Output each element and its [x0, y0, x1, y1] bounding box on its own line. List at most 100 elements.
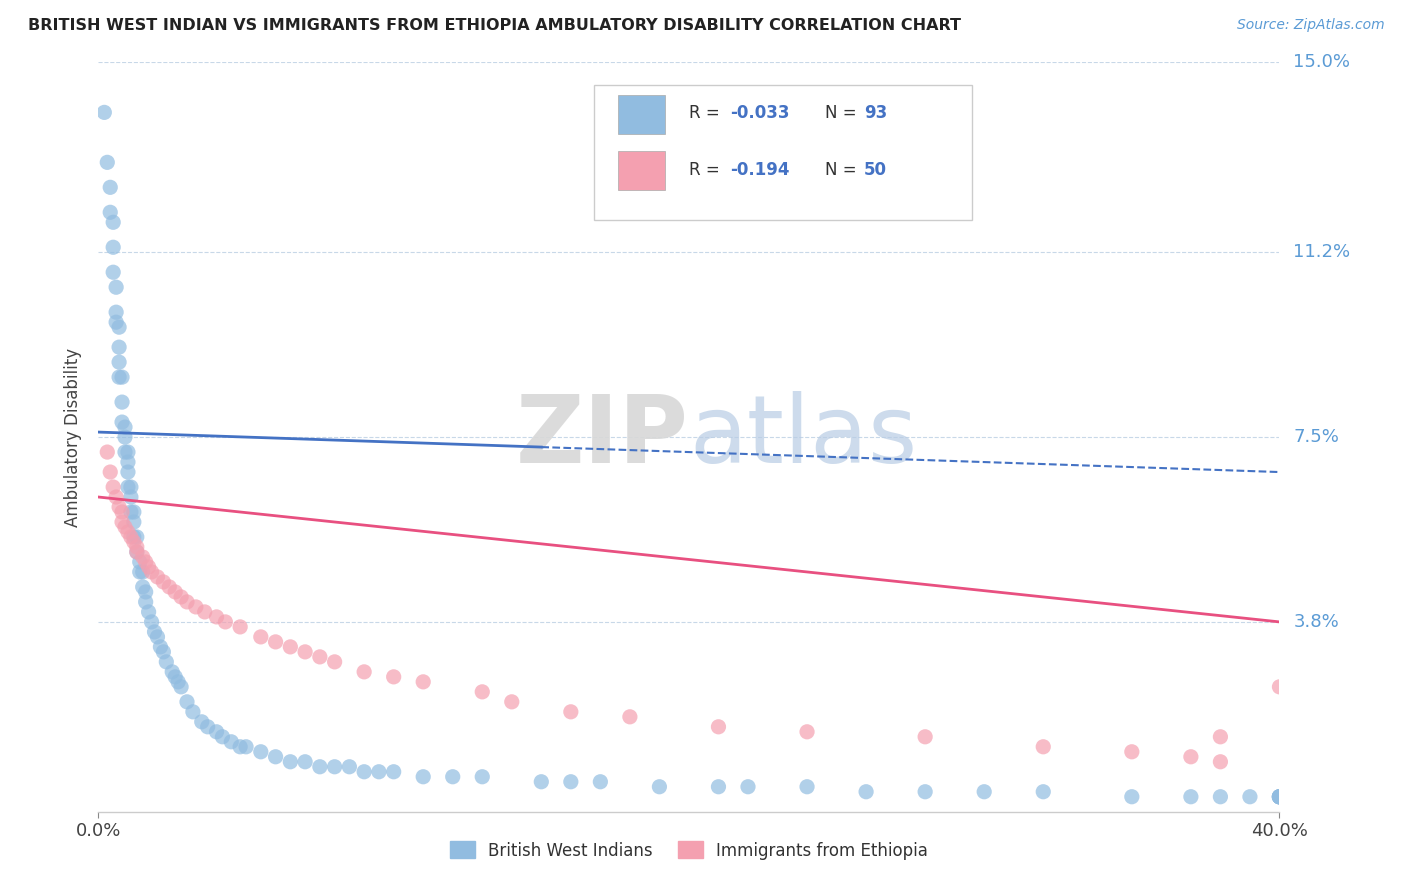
Point	[1268, 789, 1291, 804]
Point	[114, 445, 136, 459]
Point	[141, 615, 163, 629]
Point	[294, 755, 316, 769]
Point	[973, 785, 995, 799]
Point	[170, 590, 193, 604]
Point	[176, 695, 198, 709]
Text: 11.2%: 11.2%	[1294, 244, 1351, 261]
Point	[114, 430, 136, 444]
FancyBboxPatch shape	[619, 151, 665, 190]
Text: R =: R =	[689, 161, 725, 178]
Point	[648, 780, 671, 794]
Point	[105, 490, 128, 504]
Text: N =: N =	[825, 161, 862, 178]
Point	[117, 445, 139, 459]
Point	[111, 515, 134, 529]
Point	[103, 480, 125, 494]
Point	[1268, 789, 1291, 804]
Point	[122, 530, 145, 544]
Point	[149, 640, 172, 654]
Point	[412, 674, 434, 689]
Point	[152, 574, 174, 589]
Point	[1268, 789, 1291, 804]
Point	[264, 749, 287, 764]
Point	[155, 655, 177, 669]
Point	[122, 505, 145, 519]
Text: Source: ZipAtlas.com: Source: ZipAtlas.com	[1237, 18, 1385, 32]
Point	[138, 560, 160, 574]
Point	[1268, 789, 1291, 804]
Point	[98, 205, 121, 219]
Point	[93, 105, 115, 120]
Point	[214, 615, 236, 629]
Point	[914, 730, 936, 744]
Point	[589, 774, 612, 789]
Point	[914, 785, 936, 799]
Point	[146, 630, 169, 644]
Point	[117, 480, 139, 494]
Point	[125, 540, 148, 554]
Point	[132, 580, 155, 594]
Point	[197, 720, 219, 734]
Point	[122, 535, 145, 549]
Point	[108, 340, 131, 354]
Point	[167, 674, 190, 689]
Point	[135, 555, 157, 569]
Y-axis label: Ambulatory Disability: Ambulatory Disability	[65, 348, 83, 526]
Text: R =: R =	[689, 104, 725, 122]
Point	[125, 545, 148, 559]
Point	[221, 735, 243, 749]
Point	[471, 770, 494, 784]
Point	[120, 530, 142, 544]
Point	[1268, 789, 1291, 804]
Point	[1121, 789, 1143, 804]
Point	[141, 565, 163, 579]
Point	[309, 760, 332, 774]
Point	[1032, 785, 1054, 799]
Point	[98, 465, 121, 479]
Text: -0.033: -0.033	[730, 104, 790, 122]
Text: N =: N =	[825, 104, 862, 122]
Point	[501, 695, 523, 709]
Point	[96, 155, 118, 169]
Point	[117, 524, 139, 539]
Point	[796, 724, 818, 739]
Point	[250, 630, 273, 644]
Point	[1209, 730, 1232, 744]
Point	[235, 739, 257, 754]
Point	[128, 555, 150, 569]
Point	[194, 605, 217, 619]
Point	[98, 180, 121, 194]
Point	[170, 680, 193, 694]
Point	[162, 665, 183, 679]
Point	[368, 764, 391, 779]
Point	[117, 465, 139, 479]
Point	[211, 730, 233, 744]
Point	[114, 420, 136, 434]
Point	[143, 624, 166, 639]
Point	[176, 595, 198, 609]
Point	[157, 580, 180, 594]
Point	[105, 315, 128, 329]
Point	[184, 599, 207, 614]
Point	[294, 645, 316, 659]
Text: -0.194: -0.194	[730, 161, 790, 178]
Point	[323, 760, 346, 774]
Point	[1032, 739, 1054, 754]
Point	[1268, 789, 1291, 804]
Point	[619, 710, 641, 724]
Point	[250, 745, 273, 759]
Point	[1180, 749, 1202, 764]
Text: ZIP: ZIP	[516, 391, 689, 483]
Text: BRITISH WEST INDIAN VS IMMIGRANTS FROM ETHIOPIA AMBULATORY DISABILITY CORRELATIO: BRITISH WEST INDIAN VS IMMIGRANTS FROM E…	[28, 18, 962, 33]
Point	[264, 635, 287, 649]
Point	[471, 685, 494, 699]
Text: 7.5%: 7.5%	[1294, 428, 1340, 446]
Point	[96, 445, 118, 459]
Point	[205, 724, 228, 739]
Point	[1239, 789, 1261, 804]
Point	[111, 370, 134, 384]
Point	[132, 549, 155, 564]
Point	[111, 415, 134, 429]
Point	[1209, 789, 1232, 804]
Point	[132, 565, 155, 579]
